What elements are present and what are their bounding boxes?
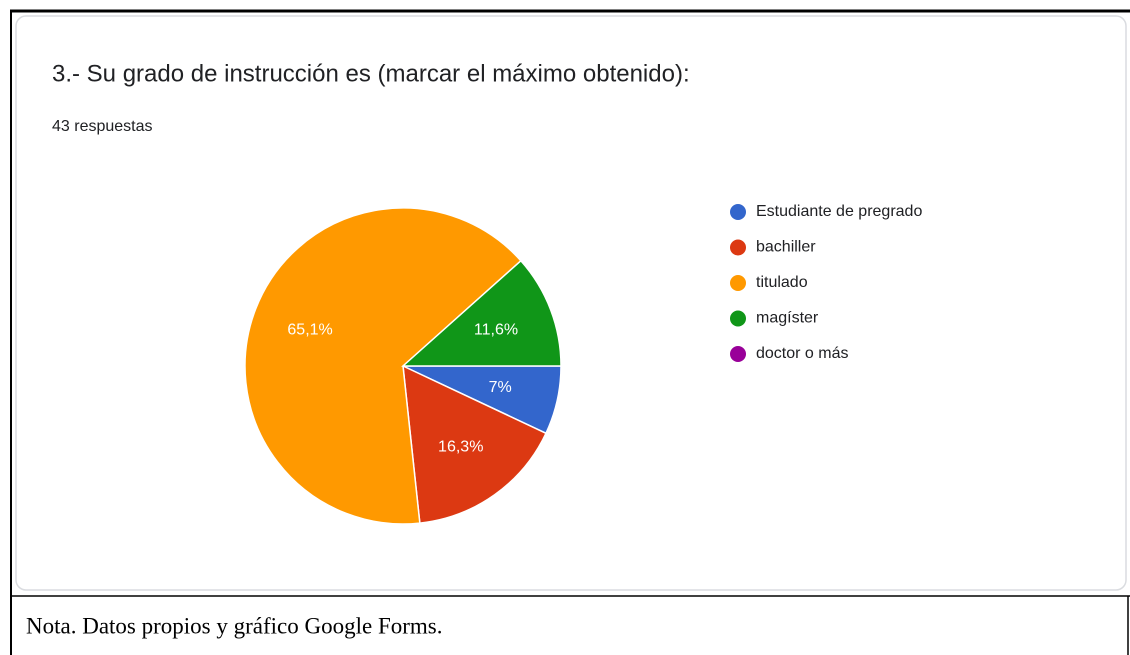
caption: Nota. Datos propios y gráfico Google For… (26, 613, 443, 638)
legend-label: bachiller (756, 239, 816, 256)
legend-swatch (730, 275, 746, 291)
legend-swatch (730, 239, 746, 256)
card (15, 15, 1127, 591)
chart-title: 3.- Su grado de instrucción es (marcar e… (52, 60, 690, 87)
legend-label: doctor o más (756, 345, 848, 362)
legend-label: magíster (756, 310, 819, 327)
legend-swatch (730, 204, 746, 220)
slice-label: 7% (489, 379, 512, 396)
slice-label: 11,6% (474, 322, 518, 339)
response-count: 43 respuestas (52, 118, 153, 135)
slice-label: 65,1% (287, 321, 332, 338)
pie-slice (244, 207, 522, 525)
legend-swatch (730, 346, 746, 362)
legend-label: Estudiante de pregrado (756, 203, 922, 220)
legend-label: titulado (756, 274, 808, 291)
pie-slice (401, 259, 562, 367)
pie-slice (402, 364, 547, 524)
legend-swatch (730, 310, 746, 327)
slice-label: 16,3% (438, 438, 483, 455)
